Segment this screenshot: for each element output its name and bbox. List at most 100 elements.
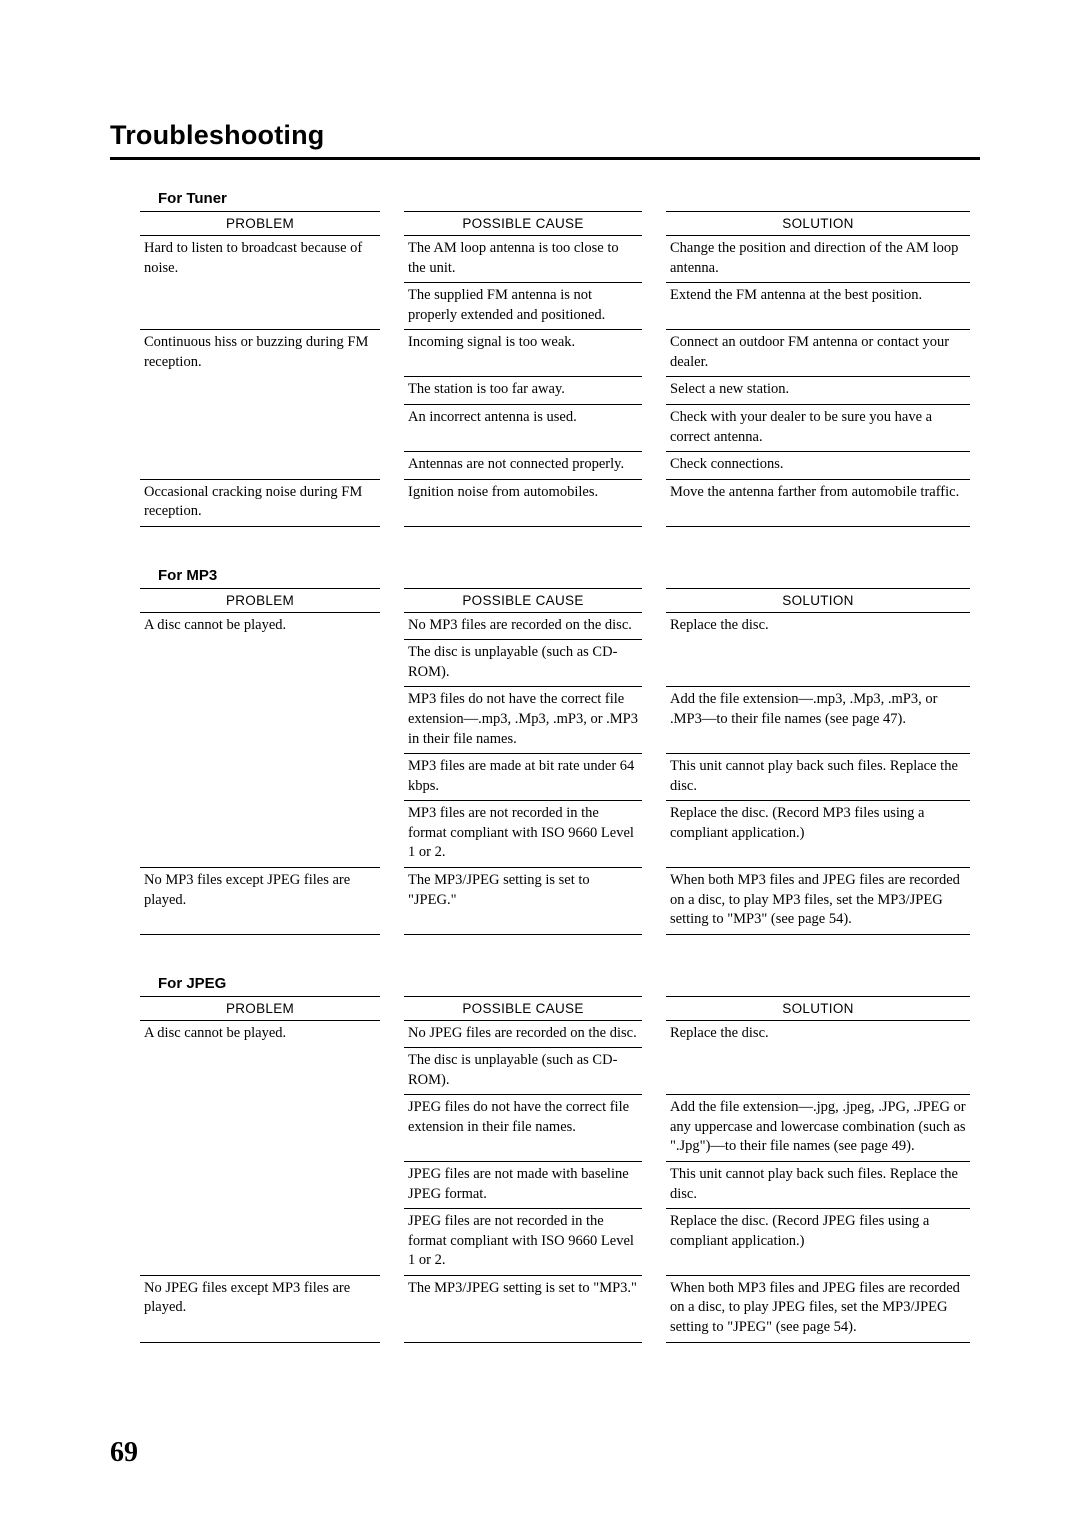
- cell-solution: Add the file extension—.jpg, .jpeg, .JPG…: [666, 1095, 970, 1162]
- cell-gap: [380, 330, 404, 479]
- cell-solution: When both MP3 files and JPEG files are r…: [666, 1276, 970, 1343]
- cell-cause: MP3 files are made at bit rate under 64 …: [404, 754, 642, 801]
- table-row: Hard to listen to broadcast because of n…: [140, 236, 970, 283]
- table-row: No MP3 files except JPEG files are playe…: [140, 868, 970, 935]
- cell-gap: [642, 283, 666, 330]
- cell-cause: JPEG files do not have the correct file …: [404, 1095, 642, 1162]
- table-mp3: PROBLEM POSSIBLE CAUSE SOLUTION A disc c…: [140, 588, 970, 935]
- cell-cause: No MP3 files are recorded on the disc.: [404, 613, 642, 641]
- cell-gap: [642, 801, 666, 868]
- col-cause: POSSIBLE CAUSE: [404, 996, 642, 1021]
- cell-gap: [642, 1209, 666, 1276]
- col-gap: [642, 588, 666, 613]
- cell-gap: [642, 1162, 666, 1209]
- cell-gap: [380, 480, 404, 527]
- col-gap: [380, 588, 404, 613]
- cell-gap: [642, 405, 666, 452]
- cell-problem: Hard to listen to broadcast because of n…: [140, 236, 380, 330]
- cell-gap: [642, 754, 666, 801]
- cell-problem: Occasional cracking noise during FM rece…: [140, 480, 380, 527]
- section-heading-tuner: For Tuner: [158, 190, 970, 207]
- col-gap: [380, 996, 404, 1021]
- col-gap: [380, 211, 404, 236]
- tbody-jpeg: A disc cannot be played. No JPEG files ar…: [140, 1021, 970, 1343]
- col-cause: POSSIBLE CAUSE: [404, 211, 642, 236]
- cell-gap: [642, 1095, 666, 1162]
- cell-solution: When both MP3 files and JPEG files are r…: [666, 868, 970, 935]
- cell-gap: [642, 1021, 666, 1096]
- cell-solution: Replace the disc.: [666, 1021, 970, 1096]
- cell-gap: [642, 330, 666, 377]
- cell-solution: Check with your dealer to be sure you ha…: [666, 405, 970, 452]
- table-tuner: PROBLEM POSSIBLE CAUSE SOLUTION Hard to …: [140, 211, 970, 527]
- tbody-mp3: A disc cannot be played. No MP3 files are…: [140, 613, 970, 935]
- cell-cause: MP3 files are not recorded in the format…: [404, 801, 642, 868]
- page-title: Troubleshooting: [110, 120, 980, 151]
- section-heading-mp3: For MP3: [158, 567, 970, 584]
- cell-gap: [642, 377, 666, 405]
- cell-gap: [642, 480, 666, 527]
- table-row: Occasional cracking noise during FM rece…: [140, 480, 970, 527]
- cell-cause: Incoming signal is too weak.: [404, 330, 642, 377]
- col-solution: SOLUTION: [666, 996, 970, 1021]
- cell-solution: This unit cannot play back such files. R…: [666, 754, 970, 801]
- cell-solution: Replace the disc.: [666, 613, 970, 688]
- col-cause: POSSIBLE CAUSE: [404, 588, 642, 613]
- cell-problem: Continuous hiss or buzzing during FM rec…: [140, 330, 380, 479]
- cell-solution: This unit cannot play back such files. R…: [666, 1162, 970, 1209]
- content-sections: For Tuner PROBLEM POSSIBLE CAUSE SOLUTIO…: [110, 190, 980, 1343]
- cell-cause: The MP3/JPEG setting is set to "MP3.": [404, 1276, 642, 1343]
- col-gap: [642, 996, 666, 1021]
- cell-gap: [380, 1276, 404, 1343]
- cell-solution: Replace the disc. (Record JPEG files usi…: [666, 1209, 970, 1276]
- col-problem: PROBLEM: [140, 588, 380, 613]
- col-gap: [642, 211, 666, 236]
- cell-gap: [380, 236, 404, 330]
- cell-gap: [642, 1276, 666, 1343]
- cell-solution: Check connections.: [666, 452, 970, 480]
- title-rule: [110, 157, 980, 160]
- cell-gap: [380, 1021, 404, 1276]
- cell-cause: Ignition noise from automobiles.: [404, 480, 642, 527]
- col-solution: SOLUTION: [666, 588, 970, 613]
- cell-gap: [642, 687, 666, 754]
- cell-cause: The station is too far away.: [404, 377, 642, 405]
- cell-cause: JPEG files are not made with baseline JP…: [404, 1162, 642, 1209]
- cell-solution: Replace the disc. (Record MP3 files usin…: [666, 801, 970, 868]
- cell-cause: The MP3/JPEG setting is set to "JPEG.": [404, 868, 642, 935]
- cell-problem: A disc cannot be played.: [140, 1021, 380, 1276]
- page-number: 69: [110, 1437, 138, 1469]
- cell-gap: [642, 236, 666, 283]
- cell-cause: An incorrect antenna is used.: [404, 405, 642, 452]
- cell-cause: The supplied FM antenna is not properly …: [404, 283, 642, 330]
- cell-gap: [642, 868, 666, 935]
- cell-cause: The disc is unplayable (such as CD-ROM).: [404, 1048, 642, 1095]
- cell-cause: The AM loop antenna is too close to the …: [404, 236, 642, 283]
- tbody-tuner: Hard to listen to broadcast because of n…: [140, 236, 970, 527]
- col-solution: SOLUTION: [666, 211, 970, 236]
- cell-gap: [380, 613, 404, 868]
- cell-solution: Move the antenna farther from automobile…: [666, 480, 970, 527]
- cell-gap: [642, 613, 666, 688]
- cell-cause: Antennas are not connected properly.: [404, 452, 642, 480]
- table-row: Continuous hiss or buzzing during FM rec…: [140, 330, 970, 377]
- table-row: No JPEG files except MP3 files are playe…: [140, 1276, 970, 1343]
- cell-gap: [642, 452, 666, 480]
- section-heading-jpeg: For JPEG: [158, 975, 970, 992]
- cell-cause: The disc is unplayable (such as CD-ROM).: [404, 640, 642, 687]
- page: Troubleshooting For Tuner PROBLEM POSSIB…: [0, 0, 1080, 1529]
- col-problem: PROBLEM: [140, 211, 380, 236]
- cell-solution: Add the file extension—.mp3, .Mp3, .mP3,…: [666, 687, 970, 754]
- cell-solution: Change the position and direction of the…: [666, 236, 970, 283]
- table-jpeg: PROBLEM POSSIBLE CAUSE SOLUTION A disc c…: [140, 996, 970, 1343]
- cell-problem: No JPEG files except MP3 files are playe…: [140, 1276, 380, 1343]
- cell-cause: MP3 files do not have the correct file e…: [404, 687, 642, 754]
- cell-problem: A disc cannot be played.: [140, 613, 380, 868]
- cell-solution: Select a new station.: [666, 377, 970, 405]
- table-row: A disc cannot be played.No JPEG files ar…: [140, 1021, 970, 1049]
- cell-cause: JPEG files are not recorded in the forma…: [404, 1209, 642, 1276]
- cell-cause: No JPEG files are recorded on the disc.: [404, 1021, 642, 1049]
- cell-problem: No MP3 files except JPEG files are playe…: [140, 868, 380, 935]
- cell-solution: Connect an outdoor FM antenna or contact…: [666, 330, 970, 377]
- cell-gap: [380, 868, 404, 935]
